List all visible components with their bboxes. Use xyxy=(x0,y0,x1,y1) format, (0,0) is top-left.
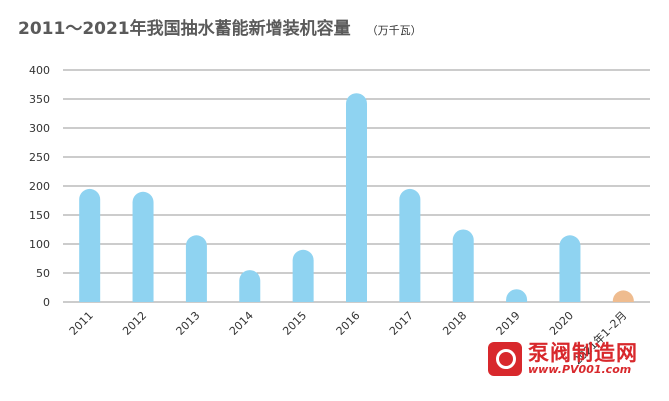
watermark-url: www.PV001.com xyxy=(528,363,632,377)
y-tick-label: 300 xyxy=(29,122,50,135)
watermark-name: 泵阀制造网 xyxy=(528,341,638,366)
watermark: 泵阀制造网 www.PV001.com xyxy=(488,342,638,376)
y-tick-label: 50 xyxy=(36,267,50,280)
y-tick-label: 200 xyxy=(29,180,50,193)
bar xyxy=(79,188,101,302)
x-tick-label: 2011 xyxy=(67,309,96,338)
chart-title: 2011～2021年我国抽水蓄能新增装机容量 xyxy=(18,19,351,39)
x-tick-label: 2013 xyxy=(174,309,203,338)
bar xyxy=(452,229,474,302)
watermark-logo-icon xyxy=(488,342,522,376)
x-tick-label: 2016 xyxy=(334,309,363,338)
chart-header: 2011～2021年我国抽水蓄能新增装机容量 （万千瓦） xyxy=(18,14,422,39)
unit-label: （万千瓦） xyxy=(366,24,422,37)
x-tick-label: 2012 xyxy=(120,309,149,338)
bar xyxy=(132,191,154,302)
x-tick-label: 2019 xyxy=(494,309,523,338)
bar xyxy=(239,270,261,302)
y-tick-label: 150 xyxy=(29,209,50,222)
x-tick-label: 2020 xyxy=(547,309,576,338)
x-tick-label: 2015 xyxy=(280,309,309,338)
x-tick-label: 2017 xyxy=(387,309,416,338)
bar xyxy=(346,93,367,302)
y-tick-label: 250 xyxy=(29,151,50,164)
y-tick-label: 100 xyxy=(29,238,50,251)
bar xyxy=(506,289,528,302)
bar xyxy=(612,290,634,302)
x-tick-label: 2014 xyxy=(227,309,256,338)
bar xyxy=(185,235,207,302)
y-tick-label: 0 xyxy=(43,296,50,309)
bar xyxy=(292,249,314,302)
bar xyxy=(399,188,421,302)
x-tick-label: 2018 xyxy=(440,309,469,338)
y-tick-label: 400 xyxy=(29,64,50,77)
bar xyxy=(559,235,581,302)
y-tick-label: 350 xyxy=(29,93,50,106)
